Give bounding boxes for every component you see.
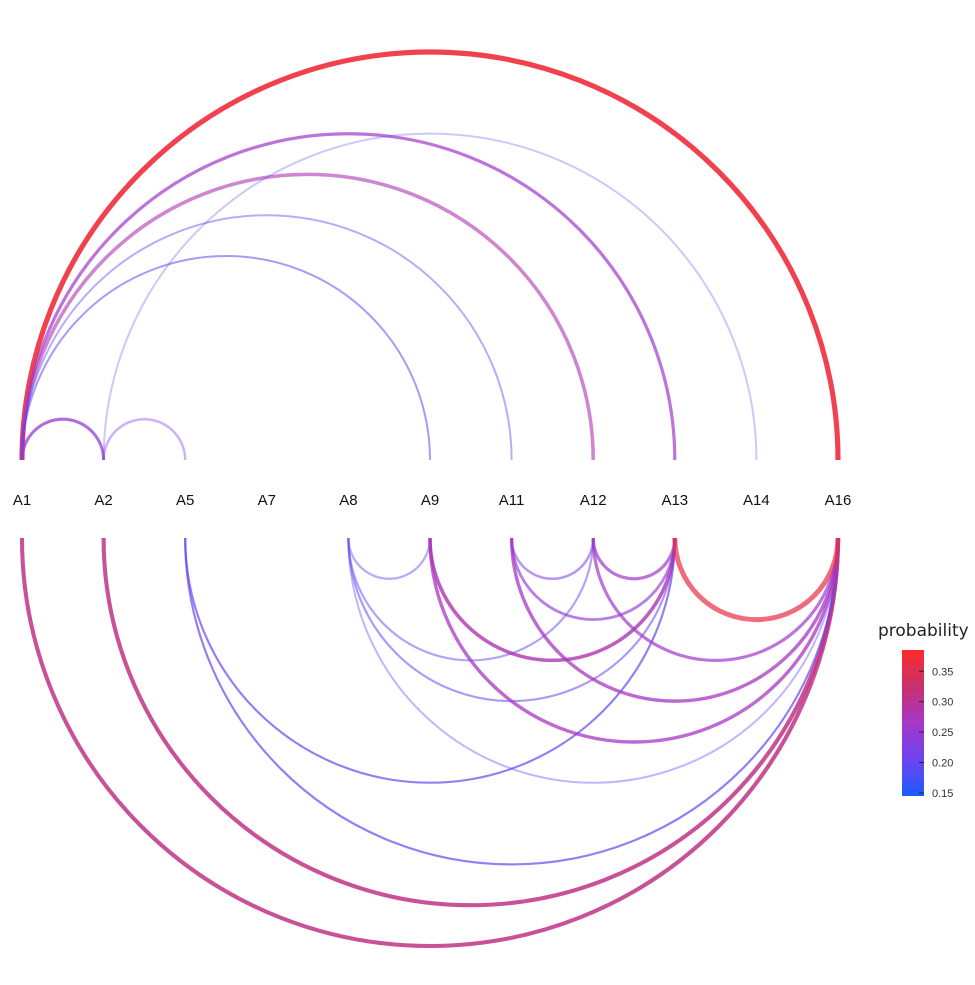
node-label-a1: A1 (13, 492, 31, 509)
legend-tick-group: 0.35 0.30 0.25 0.20 0.15 (919, 666, 953, 800)
upper-arc-A2-A5 (102, 418, 187, 461)
legend-tick-label: 0.20 (932, 758, 953, 770)
lower-arc-A13-A16 (672, 537, 841, 622)
node-label-a2: A2 (94, 492, 112, 509)
upper-arc-A1-A2 (20, 417, 106, 461)
node-label-a5: A5 (176, 492, 194, 509)
lower-arc-A11-A12 (510, 537, 595, 580)
node-label-a12: A12 (580, 492, 607, 509)
lower-arc-A11-A13 (510, 537, 677, 621)
probability-legend: probability 0.35 0.30 0.25 0.20 0.15 (878, 621, 969, 800)
upper-arc-A1-A16 (19, 49, 841, 461)
upper-arc-A1-A12 (20, 172, 595, 461)
lower-arc-A12-A16 (591, 537, 840, 663)
legend-color-bar (902, 650, 924, 796)
lower-arc-A2-A16 (101, 537, 841, 908)
legend-tick-label: 0.25 (932, 727, 953, 739)
upper-arc-A1-A11 (21, 214, 513, 461)
legend-title: probability (878, 621, 969, 641)
node-label-a9: A9 (421, 492, 439, 509)
lower-arc-group (19, 537, 841, 948)
legend-tick-label: 0.15 (932, 788, 953, 800)
node-label-a8: A8 (339, 492, 357, 509)
node-label-group: A1 A2 A5 A7 A8 A9 A11 A12 A13 A14 A16 (13, 492, 852, 509)
node-label-a11: A11 (499, 492, 525, 509)
lower-arc-A8-A9 (347, 537, 432, 580)
lower-arc-A1-A16 (19, 537, 841, 948)
upper-arc-A1-A13 (20, 132, 677, 461)
lower-arc-A11-A16 (509, 537, 840, 703)
upper-arc-group (19, 49, 841, 461)
lower-arc-A5-A16 (184, 537, 840, 866)
upper-arc-A1-A9 (21, 255, 431, 461)
legend-tick-label: 0.35 (932, 666, 953, 678)
node-label-a16: A16 (825, 492, 852, 509)
lower-arc-A9-A13 (428, 537, 677, 663)
node-label-a14: A14 (743, 492, 770, 509)
node-label-a13: A13 (661, 492, 688, 509)
node-label-a7: A7 (258, 492, 276, 509)
lower-arc-A5-A13 (184, 537, 676, 784)
lower-arc-A12-A13 (591, 537, 677, 581)
upper-arc-A2-A14 (102, 132, 758, 461)
lower-arc-A8-A16 (347, 537, 839, 784)
legend-tick-label: 0.30 (932, 697, 953, 709)
lower-arc-A9-A16 (428, 537, 840, 744)
